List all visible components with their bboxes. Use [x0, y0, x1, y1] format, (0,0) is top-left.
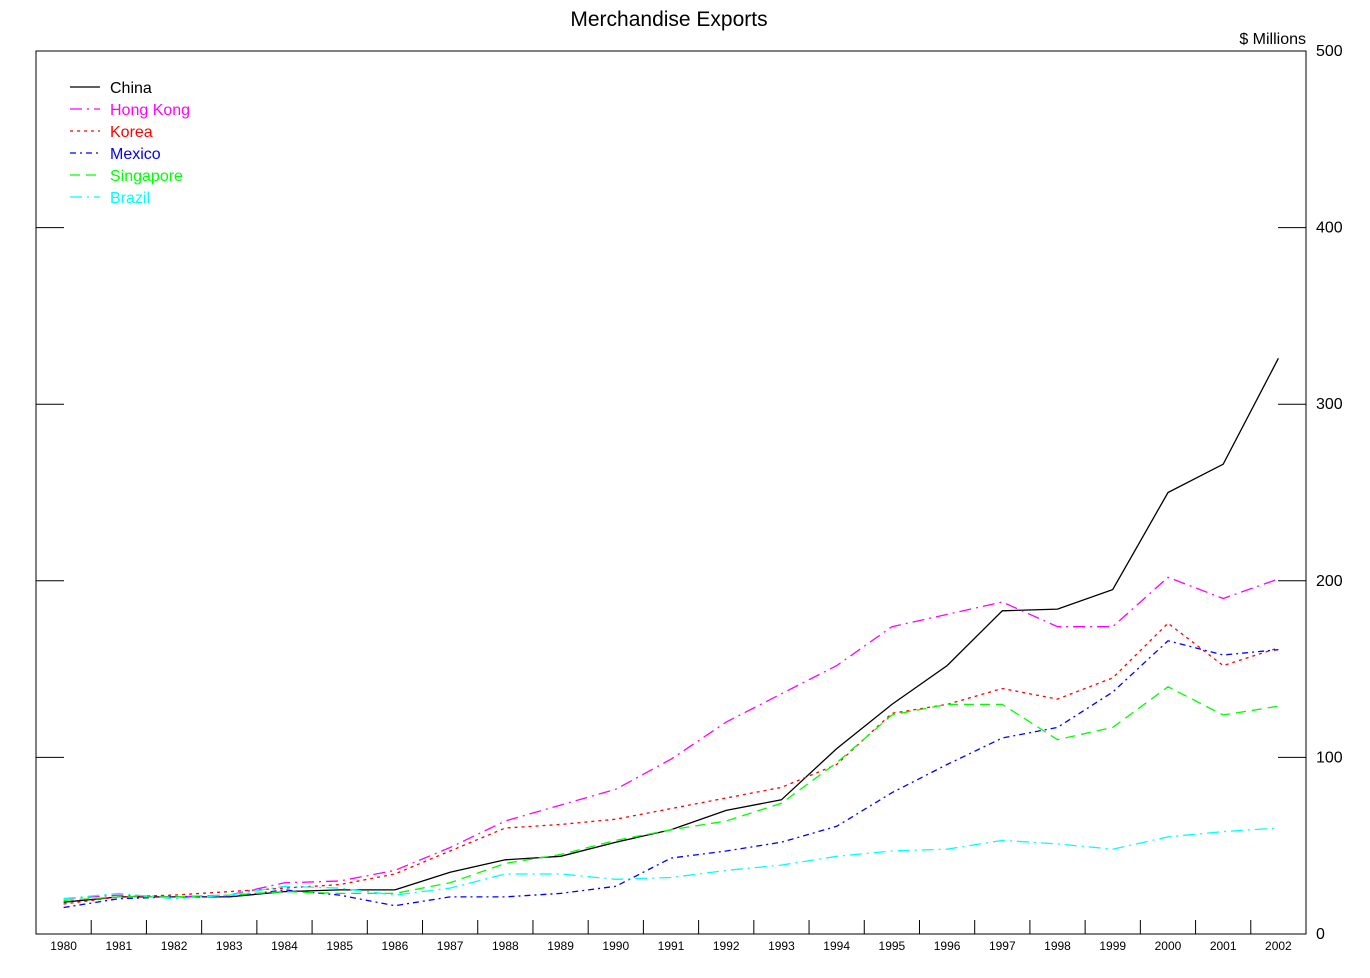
plot-frame — [35, 50, 1307, 935]
x-tick-label: 1996 — [934, 939, 961, 953]
series-line-korea — [63, 622, 1279, 905]
x-tick-label: 1986 — [382, 939, 409, 953]
series-line-brazil — [63, 827, 1279, 900]
x-tick-label: 1992 — [713, 939, 740, 953]
x-tick-label: 2001 — [1210, 939, 1237, 953]
x-tick-label: 1991 — [658, 939, 685, 953]
series-line-mexico — [63, 640, 1279, 909]
x-tick-label: 1980 — [50, 939, 77, 953]
x-tick-label: 1988 — [492, 939, 519, 953]
x-tick-label: 2002 — [1265, 939, 1292, 953]
legend-label-korea: Korea — [110, 124, 153, 141]
legend: China Hong Kong Korea Mexico Singapore Brazil — [70, 80, 190, 207]
x-tick-label: 1981 — [105, 939, 132, 953]
chart-title: Merchandise Exports — [570, 8, 767, 31]
y-tick-label: 100 — [1316, 749, 1343, 766]
x-tick-label: 1985 — [326, 939, 353, 953]
y-tick-label: 300 — [1316, 396, 1343, 413]
series-line-singapore — [63, 686, 1279, 902]
x-tick-label: 1989 — [547, 939, 574, 953]
x-tick-label: 1995 — [879, 939, 906, 953]
series-line-hong-kong — [63, 576, 1279, 900]
series-line-china — [63, 357, 1279, 903]
y-tick-label: 400 — [1316, 220, 1343, 237]
x-tick-label: 1984 — [271, 939, 298, 953]
x-tick-label: 2000 — [1155, 939, 1182, 953]
x-tick-label: 1994 — [823, 939, 850, 953]
axes: 0 100 200 300 400 500 1980 1981 1982 1983 1984 1985… — [35, 43, 1343, 953]
y-axis-label: $ Millions — [1239, 31, 1306, 48]
x-tick-label: 1997 — [989, 939, 1016, 953]
legend-label-china: China — [110, 80, 152, 97]
legend-label-mexico: Mexico — [110, 146, 161, 163]
x-tick-label: 1993 — [768, 939, 795, 953]
series-lines — [63, 357, 1279, 909]
x-tick-label: 1999 — [1099, 939, 1126, 953]
x-tick-label: 1983 — [216, 939, 243, 953]
x-tick-label: 1982 — [161, 939, 188, 953]
x-tick-label: 1998 — [1044, 939, 1071, 953]
y-tick-label: 0 — [1316, 926, 1325, 943]
legend-label-singapore: Singapore — [110, 168, 183, 185]
legend-label-hong-kong: Hong Kong — [110, 102, 190, 119]
x-tick-label: 1987 — [437, 939, 464, 953]
y-tick-label: 200 — [1316, 573, 1343, 590]
y-tick-label: 500 — [1316, 43, 1343, 60]
legend-label-brazil: Brazil — [110, 190, 150, 207]
x-tick-label: 1990 — [602, 939, 629, 953]
